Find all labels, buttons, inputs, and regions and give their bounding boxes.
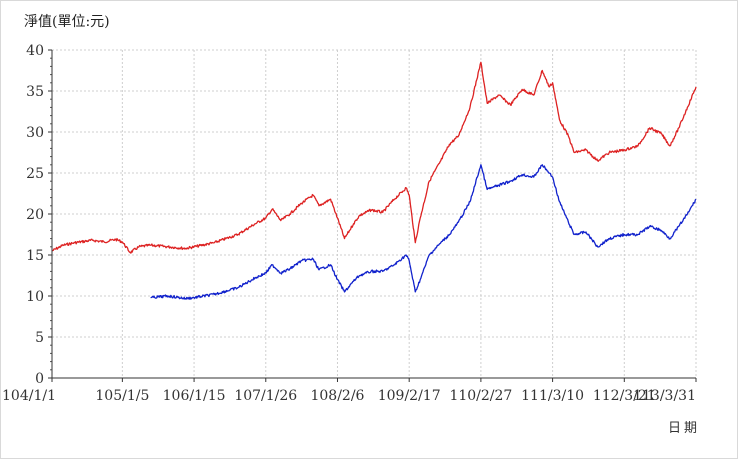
x-tick-label: 106/1/15 bbox=[163, 388, 226, 404]
x-tick-label: 108/2/6 bbox=[310, 388, 364, 404]
series-line-2 bbox=[150, 164, 697, 300]
y-axis-label: 淨值(單位:元) bbox=[24, 14, 110, 30]
y-tick-label: 5 bbox=[35, 330, 44, 346]
y-tick-label: 35 bbox=[26, 84, 44, 100]
grid-lines bbox=[52, 49, 697, 378]
y-tick-label: 10 bbox=[26, 289, 44, 305]
x-tick-label: 107/1/26 bbox=[234, 388, 297, 404]
y-tick-label: 15 bbox=[26, 248, 44, 264]
series-group bbox=[51, 61, 697, 300]
x-axis-label: 日期 bbox=[668, 421, 700, 436]
y-tick-label: 40 bbox=[26, 43, 44, 59]
x-tick-label: 111/3/10 bbox=[521, 388, 584, 404]
y-tick-label: 25 bbox=[26, 166, 44, 182]
y-tick-label: 30 bbox=[26, 125, 44, 141]
x-tick-label: 110/2/27 bbox=[449, 388, 512, 404]
x-tick-label: 113/3/31 bbox=[633, 388, 696, 404]
y-ticks: 0 5 10 15 20 25 30 35 40 bbox=[26, 43, 52, 387]
x-tick-label: 109/2/17 bbox=[378, 388, 441, 404]
x-ticks: 104/1/1 105/1/5 106/1/15 107/1/26 108/2/6 109… bbox=[2, 378, 697, 404]
x-tick-label: 104/1/1 bbox=[2, 388, 56, 404]
y-tick-label: 20 bbox=[26, 207, 44, 223]
x-tick-label: 105/1/5 bbox=[95, 388, 149, 404]
y-tick-label: 0 bbox=[35, 371, 44, 387]
series-line-1 bbox=[51, 61, 697, 254]
x-tick-label: 112/3/21 bbox=[593, 388, 656, 404]
